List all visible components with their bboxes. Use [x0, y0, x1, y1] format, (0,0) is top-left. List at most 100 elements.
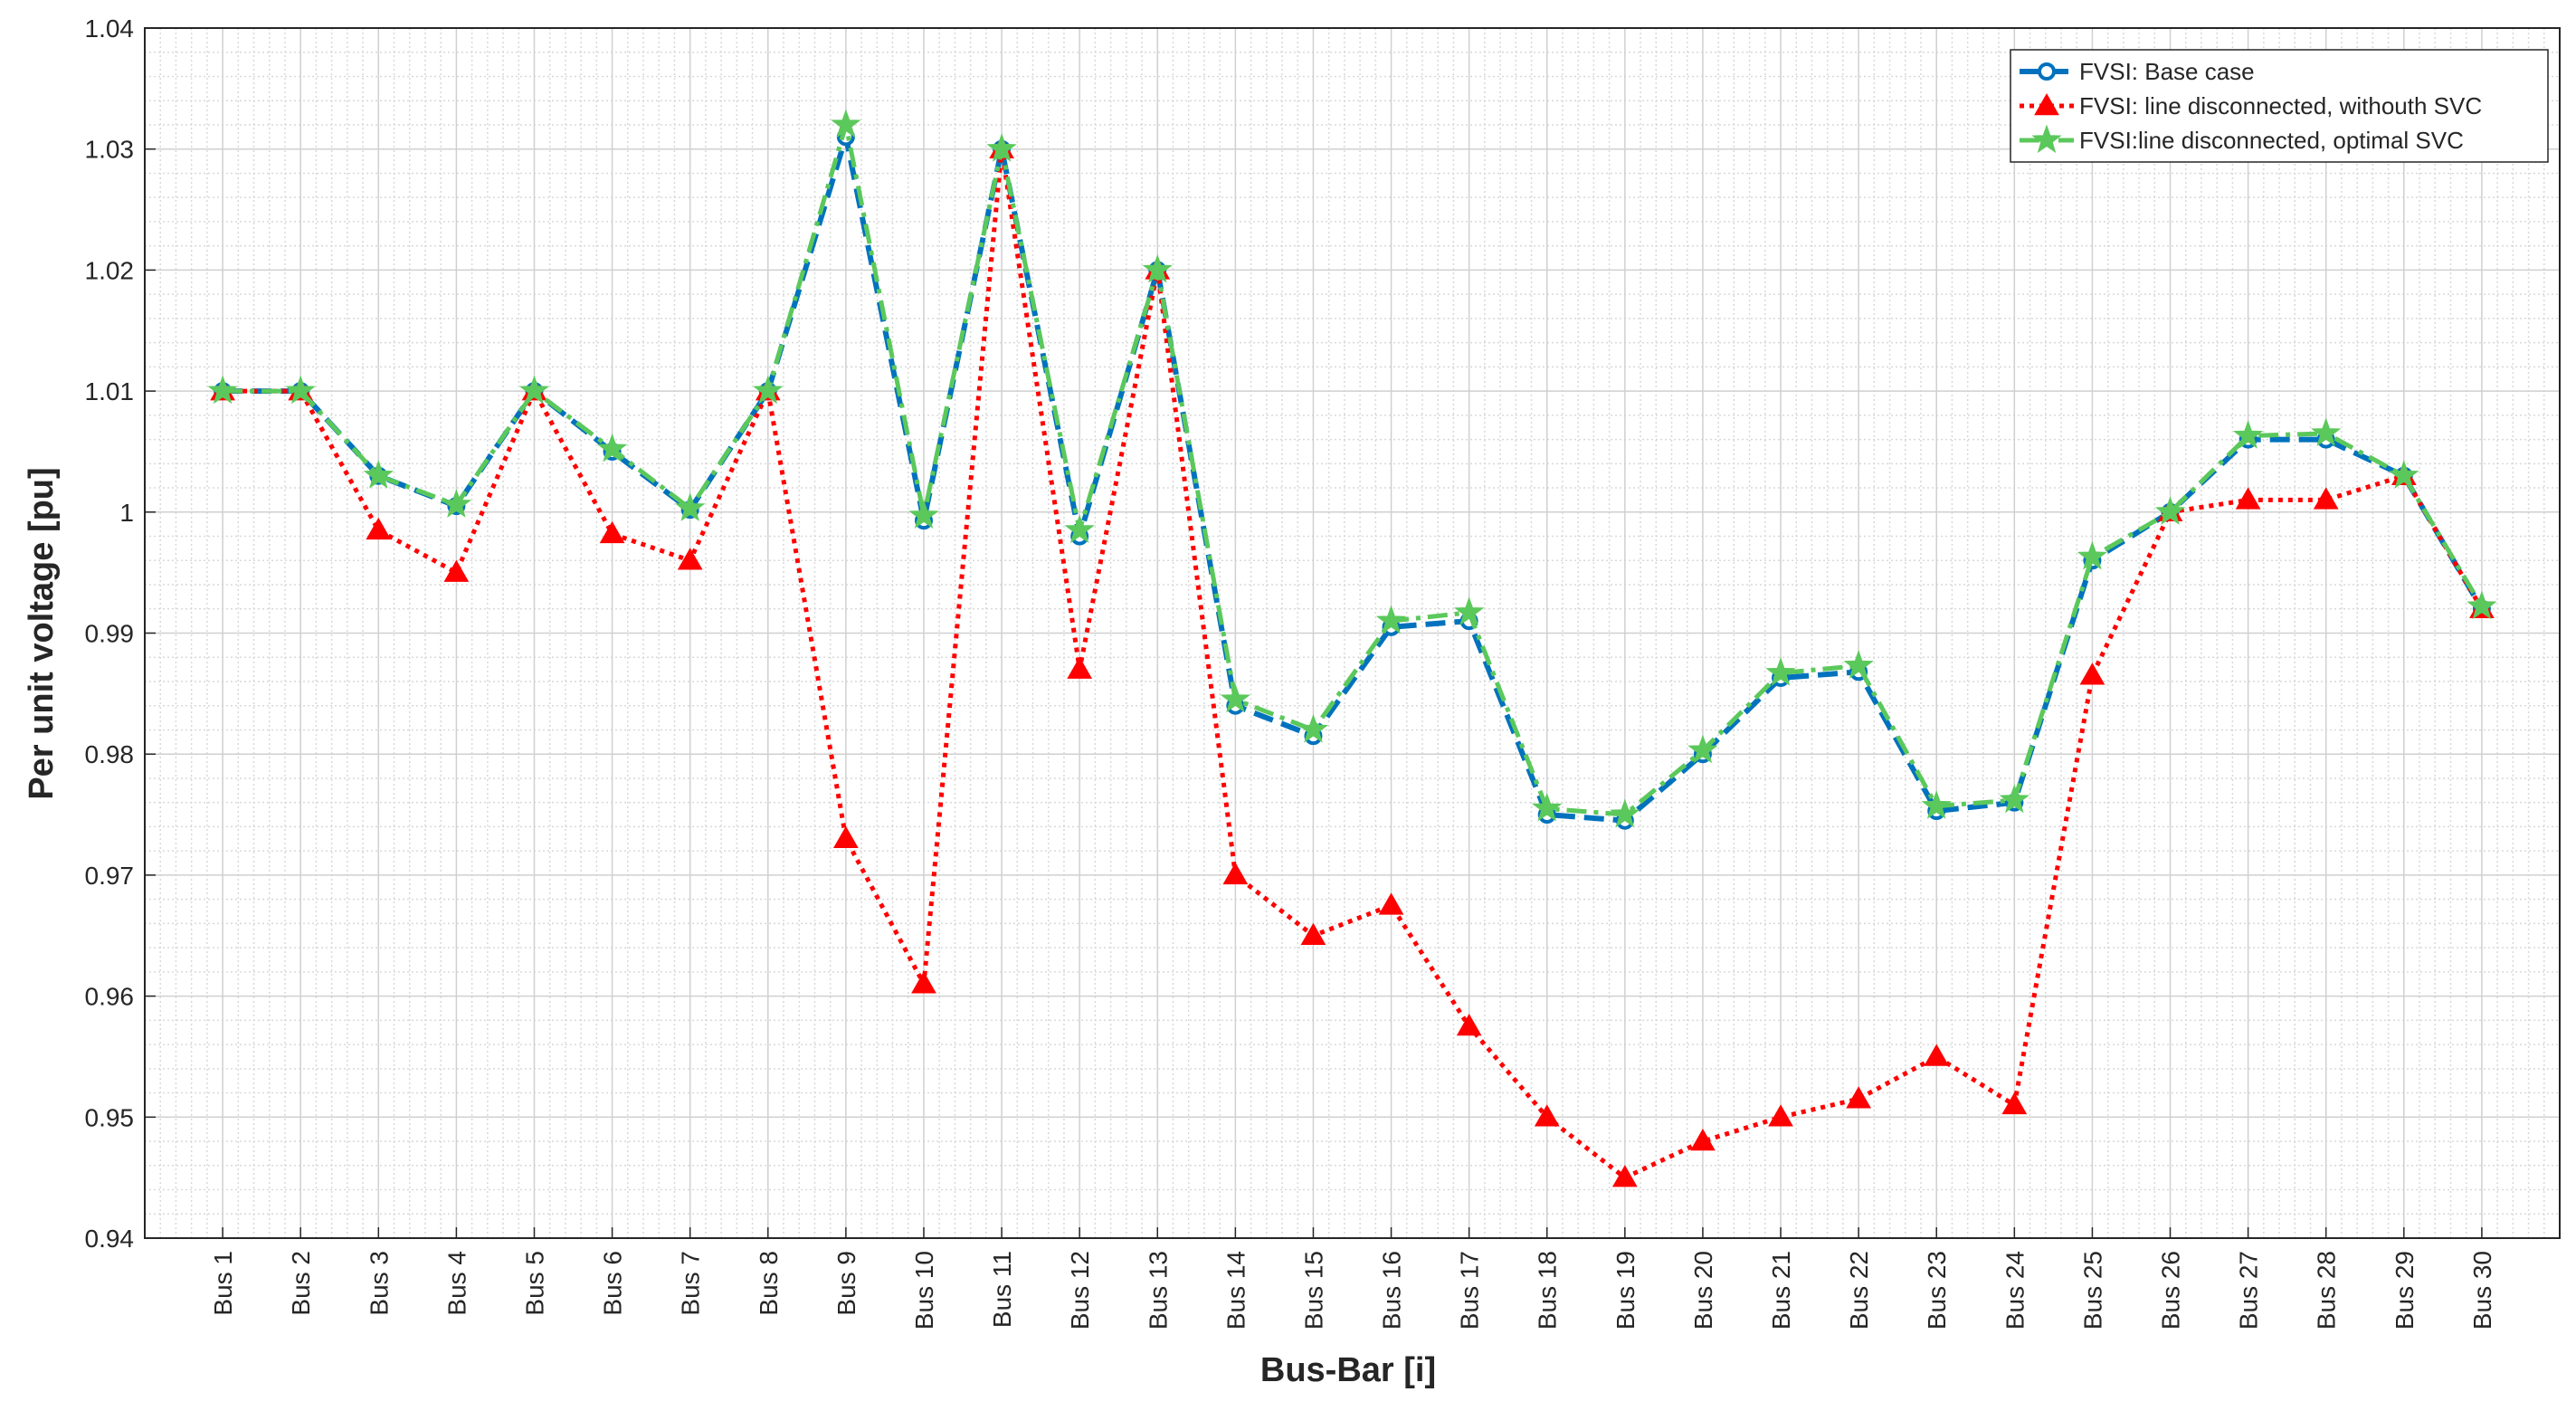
marker: [1687, 734, 1718, 764]
x-tick-label: Bus 10: [910, 1251, 938, 1330]
marker: [753, 375, 784, 405]
plot-frame: [144, 27, 2561, 1239]
y-tick-label: 0.97: [85, 862, 135, 890]
y-tick-label: 0.94: [85, 1225, 135, 1253]
x-tick-label: Bus 30: [2468, 1251, 2496, 1330]
x-tick-label: Bus 5: [520, 1251, 548, 1316]
x-tick-label: Bus 4: [442, 1251, 471, 1316]
legend-label: FVSI:line disconnected, optimal SVC: [2079, 127, 2464, 154]
marker: [1610, 798, 1640, 828]
marker: [2232, 420, 2264, 449]
marker: [1690, 1129, 1716, 1151]
marker: [675, 492, 706, 521]
x-tick-label: Bus 18: [1534, 1251, 1562, 1330]
y-tick-label: 0.96: [85, 983, 135, 1011]
marker: [908, 500, 939, 529]
marker: [2311, 417, 2342, 446]
marker: [1765, 657, 1796, 686]
marker: [2313, 487, 2339, 510]
y-tick-label: 1.02: [85, 256, 135, 284]
marker: [1378, 892, 1404, 915]
marker: [911, 971, 936, 994]
legend-label: FVSI: line disconnected, withouth SVC: [2079, 92, 2482, 119]
x-tick-label: Bus 15: [1299, 1251, 1327, 1330]
x-tick-label: Bus 9: [832, 1251, 860, 1316]
marker: [366, 517, 392, 540]
marker: [1611, 1165, 1638, 1187]
legend: FVSI: Base case FVSI: line disconnected, …: [2010, 49, 2549, 163]
marker: [1064, 514, 1095, 544]
y-tick-label: 0.95: [85, 1103, 135, 1131]
marker: [1456, 1014, 1482, 1036]
marker: [1921, 790, 1952, 819]
x-tick-label: Bus 26: [2157, 1251, 2185, 1330]
x-tick-label: Bus 11: [988, 1251, 1016, 1328]
series-line: [223, 148, 2485, 1181]
legend-marker: [2031, 124, 2062, 154]
marker: [1142, 253, 1173, 283]
x-tick-label: Bus 13: [1144, 1251, 1172, 1330]
x-tick-label: Bus 17: [1456, 1251, 1484, 1330]
marker: [1222, 862, 1249, 885]
x-tick-label: Bus 14: [1221, 1251, 1250, 1330]
marker: [2079, 663, 2105, 685]
x-tick-label: Bus 6: [599, 1251, 627, 1316]
legend-box: [2010, 49, 2549, 163]
y-tick-label: 1.01: [85, 377, 135, 405]
marker: [443, 559, 470, 582]
series-line: [223, 136, 2485, 824]
y-tick-label: 0.99: [85, 620, 135, 648]
marker: [1300, 922, 1326, 945]
x-tick-label: Bus 22: [1845, 1251, 1873, 1330]
series: [207, 109, 2497, 828]
marker: [1453, 596, 1485, 625]
marker: [2001, 1092, 2028, 1115]
y-tick-label: 1.03: [85, 136, 135, 164]
marker: [1768, 1104, 1793, 1127]
x-tick-label: Bus 12: [1066, 1251, 1094, 1330]
marker: [1220, 683, 1251, 713]
marker: [1843, 650, 1874, 679]
x-tick-label: Bus 28: [2313, 1251, 2341, 1330]
marker: [986, 133, 1017, 162]
marker: [1532, 792, 1563, 822]
series-line: [223, 124, 2485, 817]
y-tick-label: 1.04: [85, 14, 135, 43]
marker: [1067, 656, 1093, 679]
x-tick-label: Bus 27: [2235, 1251, 2263, 1330]
marker: [677, 548, 703, 570]
marker: [441, 489, 472, 518]
marker: [1534, 1104, 1560, 1127]
marker: [1375, 605, 1407, 634]
y-tick-label: 1: [119, 499, 134, 527]
x-tick-label: Bus 21: [1767, 1251, 1795, 1330]
x-tick-label: Bus 2: [287, 1251, 315, 1316]
marker: [285, 375, 316, 405]
marker: [1999, 784, 2029, 814]
x-tick-label: Bus 7: [677, 1251, 705, 1316]
marker: [2235, 487, 2261, 510]
legend-marker: [2038, 62, 2056, 81]
x-tick-label: Bus 20: [1689, 1251, 1717, 1330]
marker: [831, 109, 861, 138]
x-tick-label: Bus 16: [1378, 1251, 1406, 1330]
x-tick-label: Bus 24: [2001, 1251, 2029, 1330]
marker: [1298, 714, 1329, 743]
marker: [1846, 1086, 1871, 1109]
y-axis-label: Per unit voltage [pu]: [23, 467, 61, 799]
x-tick-label: Bus 3: [365, 1251, 393, 1316]
legend-marker: [2034, 92, 2059, 116]
marker: [599, 520, 625, 544]
marker: [2389, 460, 2419, 489]
x-tick-label: Bus 1: [209, 1251, 237, 1316]
x-tick-label: Bus 23: [1923, 1251, 1951, 1330]
legend-label: FVSI: Base case: [2079, 58, 2255, 85]
marker: [596, 433, 628, 462]
marker: [833, 825, 859, 849]
marker: [363, 460, 394, 489]
marker: [518, 375, 550, 405]
marker: [2467, 590, 2497, 620]
series: [214, 128, 2491, 830]
